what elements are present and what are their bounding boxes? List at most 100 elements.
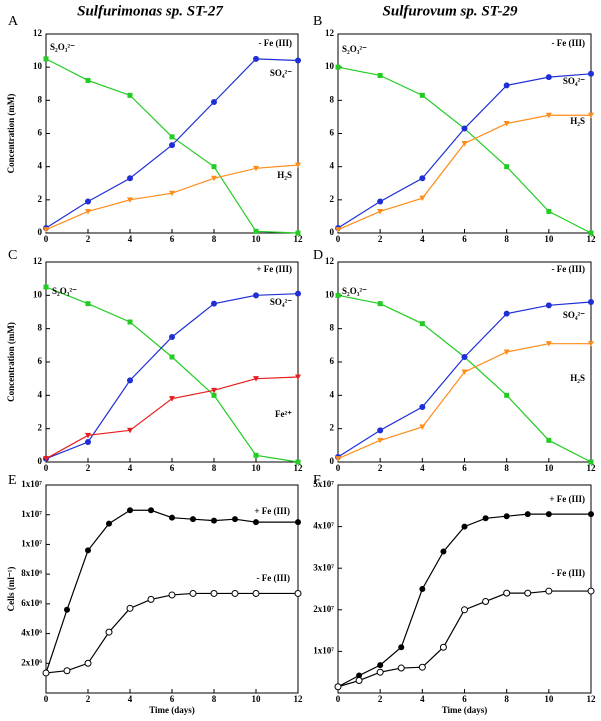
marker <box>398 644 405 651</box>
x-tick-label: 6 <box>170 463 175 473</box>
x-tick-label: 4 <box>128 234 133 244</box>
marker <box>126 604 134 612</box>
marker <box>397 664 405 672</box>
marker <box>85 77 91 83</box>
marker <box>211 517 217 524</box>
series-label: S₂O₃²⁻ <box>342 286 367 296</box>
x-tick-label: 4 <box>128 463 133 473</box>
marker <box>63 667 71 675</box>
y-tick-label: 4 <box>330 389 335 399</box>
marker <box>253 165 259 172</box>
marker <box>295 290 301 297</box>
marker <box>356 672 363 679</box>
x-tick-label: 6 <box>462 234 467 244</box>
marker <box>461 140 468 147</box>
panel: A Sulfurimonas sp. ST-27 - Fe (III) Concent… <box>6 3 303 244</box>
y-tick-label: 12 <box>325 256 335 266</box>
marker <box>127 197 133 203</box>
marker <box>148 507 154 514</box>
marker <box>169 396 175 402</box>
plot-frame <box>45 33 299 234</box>
marker <box>295 374 301 380</box>
x-tick-label: 6 <box>170 694 175 704</box>
y-tick-label: 2x10⁶ <box>21 657 42 667</box>
plot-frame <box>45 261 299 463</box>
y-tick-label: 10 <box>325 61 335 71</box>
series-line <box>337 301 592 458</box>
marker <box>545 74 552 81</box>
marker <box>190 516 196 523</box>
marker <box>377 208 384 215</box>
marker <box>377 427 384 434</box>
marker <box>524 511 531 518</box>
marker <box>503 121 510 127</box>
marker <box>85 432 91 439</box>
marker <box>482 515 489 522</box>
marker <box>588 230 594 236</box>
x-tick-label: 0 <box>44 463 49 473</box>
marker <box>232 516 238 523</box>
marker <box>418 663 426 671</box>
marker <box>106 520 112 527</box>
series-label: SO₄²⁻ <box>270 68 292 78</box>
x-tick-label: 8 <box>212 694 217 704</box>
marker <box>524 589 532 597</box>
x-tick-label: 12 <box>294 234 304 244</box>
x-tick-label: 2 <box>378 463 383 473</box>
marker <box>545 511 552 518</box>
marker <box>545 341 552 347</box>
marker <box>587 587 595 595</box>
y-tick-label: 8 <box>38 323 43 333</box>
marker <box>545 112 552 119</box>
x-tick-label: 2 <box>86 694 91 704</box>
condition-label: - Fe (III) <box>552 264 586 274</box>
x-tick-label: 0 <box>44 694 49 704</box>
marker <box>588 459 594 465</box>
series-label: H₂S <box>570 116 585 126</box>
marker <box>461 354 468 360</box>
y-tick-label: 6 <box>38 128 43 138</box>
marker <box>211 164 217 170</box>
y-tick-label: 8 <box>330 323 335 333</box>
marker <box>482 597 490 605</box>
condition-label: - Fe (III) <box>552 38 586 48</box>
marker <box>419 321 425 327</box>
marker <box>85 547 91 554</box>
x-tick-label: 10 <box>252 694 262 704</box>
marker <box>168 591 176 599</box>
marker <box>253 519 259 526</box>
marker <box>377 72 383 78</box>
y-axis-title: Concentration (mM) <box>6 94 16 174</box>
marker <box>189 589 197 597</box>
series-line <box>337 590 591 688</box>
y-tick-label: 4 <box>330 161 335 171</box>
marker <box>439 643 447 651</box>
marker <box>252 589 260 597</box>
y-tick-label: 8x10⁶ <box>21 568 42 578</box>
x-tick-label: 2 <box>378 234 383 244</box>
column-title: Sulfurimonas sp. ST-27 <box>77 3 223 19</box>
x-axis-title: Time (days) <box>149 705 195 715</box>
marker <box>335 227 341 233</box>
marker <box>334 683 342 691</box>
series-label: S₂O₃²⁻ <box>50 42 75 52</box>
y-tick-label: 2 <box>38 423 43 433</box>
marker <box>588 70 594 77</box>
marker <box>503 349 510 355</box>
marker <box>588 341 594 347</box>
marker <box>169 334 175 340</box>
marker <box>253 376 259 382</box>
marker <box>503 82 510 89</box>
x-tick-label: 2 <box>86 463 91 473</box>
marker <box>355 677 363 685</box>
marker <box>503 513 510 520</box>
x-tick-label: 4 <box>420 694 425 704</box>
series-label: Fe²⁺ <box>275 409 292 419</box>
marker <box>169 134 175 140</box>
panel-label: C <box>8 248 17 263</box>
marker <box>419 424 426 430</box>
marker <box>377 437 384 444</box>
x-tick-label: 0 <box>336 463 341 473</box>
marker <box>211 300 217 307</box>
